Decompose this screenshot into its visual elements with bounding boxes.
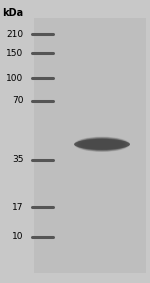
Ellipse shape (77, 138, 127, 151)
Ellipse shape (75, 137, 129, 151)
Text: 210: 210 (6, 30, 24, 39)
Text: 150: 150 (6, 49, 24, 58)
Ellipse shape (82, 140, 122, 149)
Ellipse shape (81, 139, 123, 149)
Ellipse shape (74, 139, 130, 150)
Ellipse shape (76, 138, 128, 151)
FancyBboxPatch shape (34, 18, 146, 273)
Text: kDa: kDa (2, 8, 24, 18)
Ellipse shape (74, 137, 130, 152)
Ellipse shape (80, 139, 124, 150)
Text: 100: 100 (6, 74, 24, 83)
Ellipse shape (79, 138, 126, 150)
Text: 17: 17 (12, 203, 24, 212)
Text: 70: 70 (12, 97, 24, 105)
Text: 35: 35 (12, 155, 24, 164)
Text: 10: 10 (12, 232, 24, 241)
